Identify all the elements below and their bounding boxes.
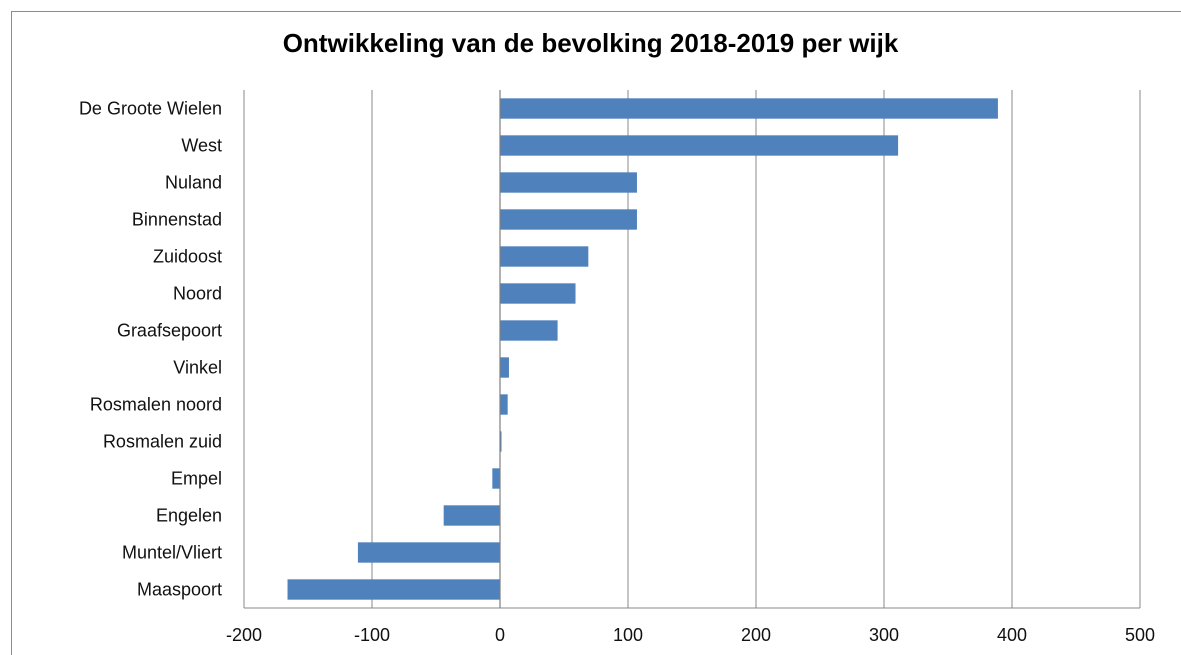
- x-tick-label: -200: [226, 625, 262, 645]
- bar: [500, 320, 558, 341]
- bar: [357, 542, 500, 563]
- x-tick-label: -100: [354, 625, 390, 645]
- category-label: Nuland: [165, 173, 222, 193]
- bar: [500, 283, 576, 304]
- x-tick-label: 500: [1125, 625, 1155, 645]
- category-label: Muntel/Vliert: [122, 543, 222, 563]
- category-label: De Groote Wielen: [79, 99, 222, 119]
- x-tick-labels: -200 -100 0 100 200 300 400 500: [226, 625, 1155, 645]
- category-label: Engelen: [156, 506, 222, 526]
- bar: [500, 357, 509, 378]
- bar: [492, 468, 500, 489]
- bars: [287, 98, 998, 600]
- bar: [500, 98, 998, 119]
- category-labels: De Groote Wielen West Nuland Binnenstad Zuid…: [79, 99, 222, 600]
- bar: [500, 135, 899, 156]
- zero-axis: [244, 90, 1140, 609]
- x-tick-label: 100: [613, 625, 643, 645]
- category-label: Maaspoort: [137, 580, 222, 600]
- category-label: Empel: [171, 469, 222, 489]
- category-label: Zuidoost: [153, 247, 222, 267]
- category-label: Graafsepoort: [117, 321, 222, 341]
- bar: [287, 579, 500, 600]
- x-tick-label: 200: [741, 625, 771, 645]
- category-label: Binnenstad: [132, 210, 222, 230]
- category-label: West: [181, 136, 222, 156]
- x-tick-label: 400: [997, 625, 1027, 645]
- x-tick-label: 0: [495, 625, 505, 645]
- category-label: Noord: [173, 284, 222, 304]
- bar: [443, 505, 500, 526]
- bar: [500, 246, 589, 267]
- category-label: Rosmalen noord: [90, 395, 222, 415]
- category-label: Vinkel: [173, 358, 222, 378]
- bar: [500, 209, 637, 230]
- bar: [500, 431, 502, 452]
- chart-title: Ontwikkeling van de bevolking 2018-2019 …: [282, 28, 899, 58]
- category-label: Rosmalen zuid: [103, 432, 222, 452]
- bar: [500, 394, 508, 415]
- bar: [500, 172, 637, 193]
- x-tick-label: 300: [869, 625, 899, 645]
- gridlines: [243, 90, 1141, 608]
